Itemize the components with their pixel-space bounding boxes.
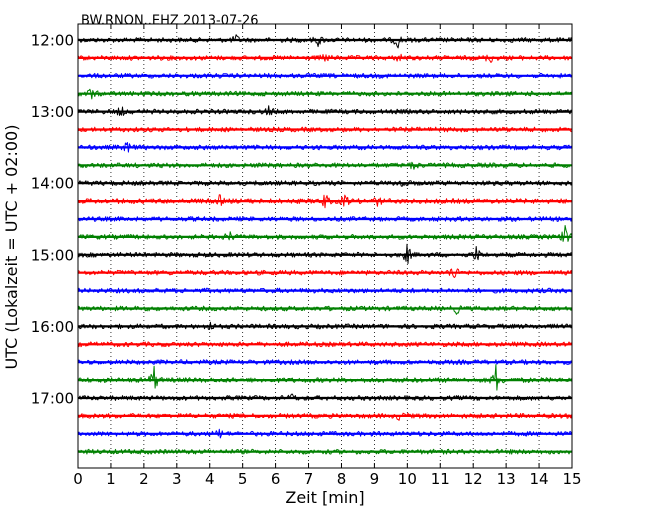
x-tick-label: 15 xyxy=(562,470,581,488)
axis-ticks: 0 1 2 3 4 5 6 7 8 9 10 11 12 13 14 1512:0013:0014:0015:… xyxy=(31,24,582,488)
x-tick-label: 14 xyxy=(530,470,549,488)
x-tick-label: 0 xyxy=(73,470,83,488)
x-tick-label: 4 xyxy=(205,470,215,488)
x-tick-label: 9 xyxy=(370,470,380,488)
y-axis-label: UTC (Lokalzeit = UTC + 02:00) xyxy=(2,125,21,370)
y-tick-label: 13:00 xyxy=(31,103,74,121)
x-tick-label: 13 xyxy=(497,470,516,488)
seismic-traces xyxy=(77,34,573,455)
x-tick-label: 6 xyxy=(271,470,281,488)
y-tick-label: 15:00 xyxy=(31,246,74,264)
x-tick-label: 11 xyxy=(431,470,450,488)
x-tick-label: 1 xyxy=(106,470,116,488)
chart-title: BW.RNON..EHZ 2013-07-26 xyxy=(81,14,259,29)
x-axis-label: Zeit [min] xyxy=(285,488,364,507)
x-tick-label: 2 xyxy=(139,470,149,488)
plot-frame xyxy=(77,23,573,469)
x-tick-label: 7 xyxy=(304,470,314,488)
x-tick-label: 10 xyxy=(398,470,417,488)
y-tick-label: 12:00 xyxy=(31,32,74,50)
y-tick-label: 16:00 xyxy=(31,318,74,336)
x-tick-label: 8 xyxy=(337,470,347,488)
x-tick-label: 12 xyxy=(464,470,483,488)
y-tick-label: 17:00 xyxy=(31,390,74,408)
x-tick-label: 5 xyxy=(238,470,248,488)
x-tick-label: 3 xyxy=(172,470,182,488)
y-tick-label: 14:00 xyxy=(31,175,74,193)
